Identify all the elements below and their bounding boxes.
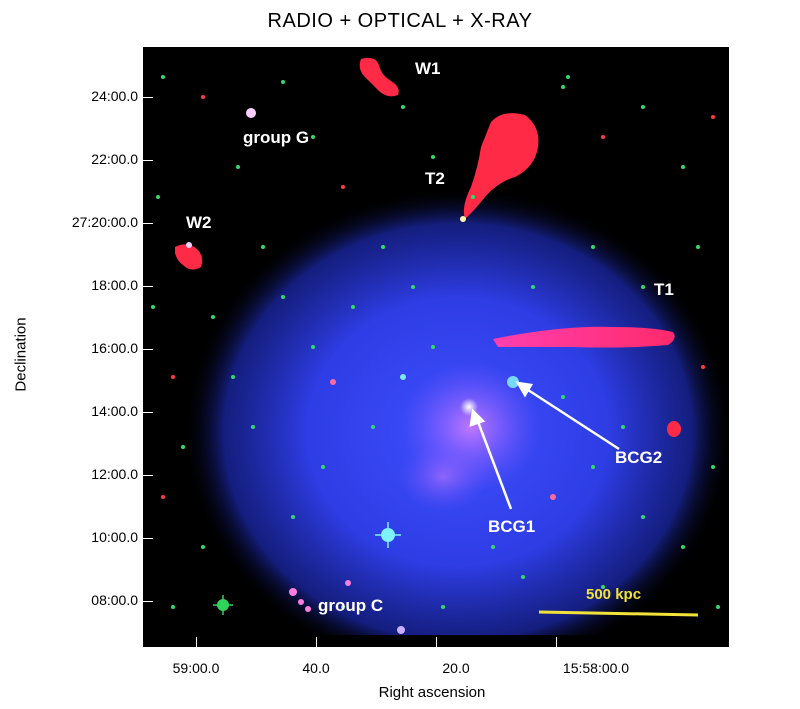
bcg-arrows — [469, 381, 620, 510]
group-c-sources — [289, 580, 405, 634]
label-w1: W1 — [415, 59, 441, 78]
field-sources — [151, 75, 720, 639]
y-tick-label: 24:00.0 — [91, 88, 138, 104]
label-bcg1: BCG1 — [488, 517, 536, 536]
radio-source-t2 — [460, 113, 539, 222]
y-tick-label: 12:00.0 — [91, 466, 138, 482]
x-tick-label: 59:00.0 — [172, 660, 220, 676]
green-star — [213, 595, 233, 615]
radio-blob-east — [667, 421, 681, 437]
group-g-source — [246, 108, 256, 118]
radio-source-w1 — [359, 57, 399, 97]
x-tick-label: 15:58:00.0 — [562, 660, 630, 676]
scale-bar-label: 500 kpc — [586, 586, 642, 603]
sky-image: W1 group G T2 W2 T1 BCG2 BCG1 group C 50… — [143, 47, 729, 647]
radio-source-t1 — [493, 326, 675, 348]
scale-bar-line — [538, 610, 699, 617]
composite-image-svg — [143, 47, 729, 647]
bcg2-source — [507, 376, 519, 388]
label-w2: W2 — [186, 213, 212, 232]
y-tick-label: 16:00.0 — [91, 340, 138, 356]
figure-title: RADIO + OPTICAL + X-RAY — [267, 10, 533, 32]
radio-source-w2 — [175, 242, 203, 270]
x-tick-label: 40.0 — [302, 660, 330, 676]
label-group-g: group G — [243, 128, 310, 147]
label-t1: T1 — [654, 280, 674, 299]
label-bcg2: BCG2 — [615, 448, 663, 467]
bright-star — [375, 522, 401, 548]
x-tick-label: 20.0 — [442, 660, 470, 676]
y-tick-label: 27:20:00.0 — [71, 214, 138, 230]
y-tick-label: 22:00.0 — [91, 151, 138, 167]
label-t2: T2 — [425, 169, 445, 188]
label-group-c: group C — [318, 596, 384, 615]
y-tick-label: 18:00.0 — [91, 277, 138, 293]
y-tick-label: 14:00.0 — [91, 403, 138, 419]
y-axis-label: Declination — [12, 317, 30, 392]
y-tick-label: 10:00.0 — [91, 529, 138, 545]
x-axis-label: Right ascension — [378, 684, 486, 701]
y-tick-label: 08:00.0 — [91, 592, 138, 608]
